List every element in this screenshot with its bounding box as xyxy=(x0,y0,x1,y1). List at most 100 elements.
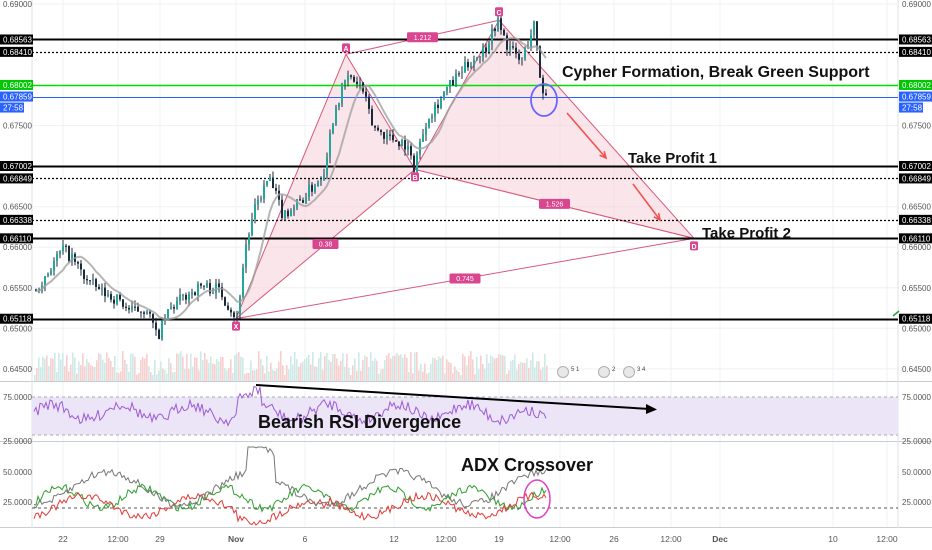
candle-body xyxy=(386,134,388,139)
volume-bar xyxy=(76,373,78,381)
y-tick-label-left: 0.65500 xyxy=(3,284,32,293)
level-badge xyxy=(899,161,932,172)
candle-body xyxy=(56,254,58,262)
volume-bar xyxy=(524,363,526,381)
candle-body xyxy=(470,65,472,68)
event-badge-label: 5 1 xyxy=(571,367,580,373)
candle-body xyxy=(233,312,235,318)
candle-body xyxy=(368,96,370,109)
volume-bar xyxy=(234,355,236,381)
arrow-to-tp2-head xyxy=(653,212,662,222)
adx-tick-label-left: 50.0000 xyxy=(3,468,32,477)
volume-bar xyxy=(292,364,294,381)
point-badge-a xyxy=(342,43,350,53)
volume-bar xyxy=(350,374,352,381)
volume-bar xyxy=(70,364,72,381)
volume-bar xyxy=(466,365,468,381)
volume-bar xyxy=(334,354,336,381)
volume-bar xyxy=(302,361,304,381)
candle-body xyxy=(428,118,430,128)
level-badge-label: 0.68563 xyxy=(902,35,931,44)
volume-bars xyxy=(34,351,548,381)
volume-bar xyxy=(410,352,412,381)
volume-bar xyxy=(288,369,290,381)
x-tick-label: 12:00 xyxy=(435,534,457,544)
volume-bar xyxy=(254,370,256,381)
candle-body xyxy=(44,276,46,286)
volume-bar xyxy=(468,355,470,381)
volume-bar xyxy=(244,374,246,381)
point-label-b: B xyxy=(412,175,417,182)
candle-body xyxy=(122,299,124,307)
candle-body xyxy=(134,306,136,308)
volume-bar xyxy=(476,356,478,381)
volume-bar xyxy=(360,370,362,381)
ratio-label: 1.526 xyxy=(546,201,564,208)
volume-bar xyxy=(54,352,56,381)
volume-bar xyxy=(532,352,534,381)
volume-bar xyxy=(160,361,162,381)
volume-bar xyxy=(464,356,466,381)
candle-body xyxy=(284,210,286,218)
level-badge xyxy=(0,214,33,225)
volume-bar xyxy=(176,353,178,381)
adx-plus-di-line xyxy=(33,483,547,513)
candle-body xyxy=(137,306,139,312)
candle-body xyxy=(335,106,337,125)
volume-bar xyxy=(118,373,120,381)
volume-bar xyxy=(262,365,264,381)
candle-body xyxy=(320,180,322,182)
candle-body xyxy=(107,294,109,297)
volume-bar xyxy=(50,358,52,381)
volume-bar xyxy=(314,366,316,381)
annotation-take-profit-1: Take Profit 1 xyxy=(628,150,717,167)
candle-body xyxy=(398,141,400,147)
volume-bar xyxy=(128,371,130,381)
volume-bar xyxy=(364,355,366,381)
candle-body xyxy=(86,279,88,281)
volume-bar xyxy=(220,356,222,381)
level-badge xyxy=(899,313,932,324)
candle-body xyxy=(413,155,415,172)
volume-bar xyxy=(56,372,58,381)
x-tick-label: 10 xyxy=(828,534,838,544)
volume-bar xyxy=(502,355,504,381)
volume-bar xyxy=(366,356,368,381)
volume-bar xyxy=(192,366,194,381)
volume-bar xyxy=(82,353,84,381)
annotation-take-profit-2: Take Profit 2 xyxy=(702,225,791,242)
point-label-c: C xyxy=(496,10,501,17)
candle-body xyxy=(251,218,253,235)
volume-bar xyxy=(278,361,280,381)
volume-bar xyxy=(318,357,320,381)
adx-line xyxy=(33,446,547,509)
volume-bar xyxy=(540,369,542,381)
volume-bar xyxy=(178,353,180,381)
rsi-tick-label-right: 75.0000 xyxy=(902,393,931,402)
volume-bar xyxy=(200,351,202,381)
candle-body xyxy=(47,274,49,277)
candle-body xyxy=(158,329,160,339)
level-badge xyxy=(0,173,33,184)
candle-body xyxy=(221,287,223,298)
volume-bar xyxy=(534,367,536,381)
volume-bar xyxy=(396,352,398,381)
divergence-arrow-head xyxy=(646,404,657,414)
volume-bar xyxy=(336,358,338,381)
volume-bar xyxy=(448,361,450,381)
volume-bar xyxy=(330,362,332,381)
volume-bar xyxy=(312,352,314,381)
volume-bar xyxy=(96,360,98,381)
volume-bar xyxy=(296,359,298,381)
level-badge-label: 0.68410 xyxy=(902,48,931,57)
candle-body xyxy=(143,312,145,314)
ratio-label: 0.38 xyxy=(319,242,333,249)
volume-bar xyxy=(400,354,402,381)
volume-bar xyxy=(478,369,480,381)
volume-bar xyxy=(530,360,532,381)
level-badge xyxy=(0,34,33,45)
candle-body xyxy=(422,134,424,142)
moving-average xyxy=(36,37,547,321)
volume-bar xyxy=(38,357,40,381)
candle-body xyxy=(266,180,268,185)
